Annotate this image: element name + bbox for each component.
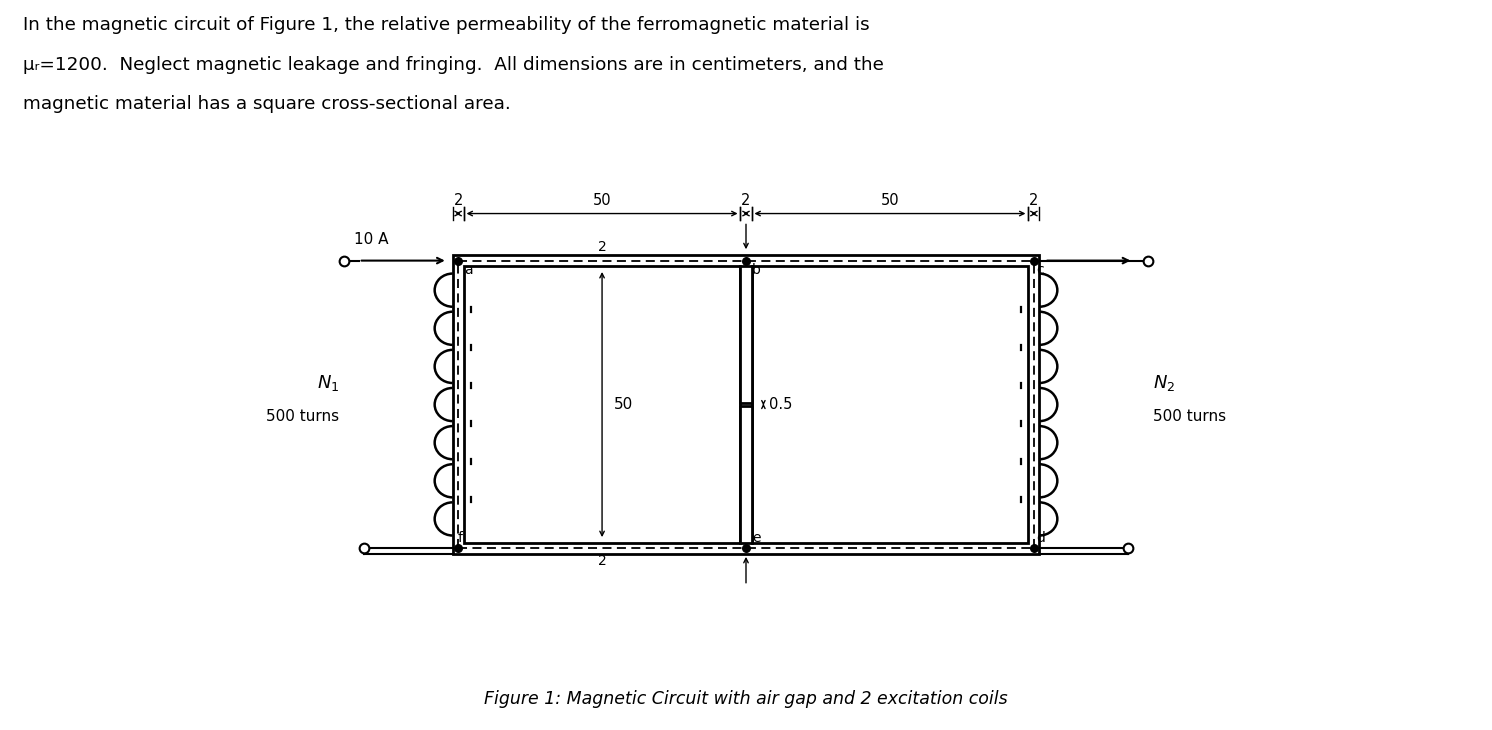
Text: 2: 2 [598, 239, 606, 254]
Text: e: e [752, 531, 761, 545]
Bar [452, 255, 1040, 554]
Text: 2: 2 [454, 193, 463, 207]
Bar [752, 266, 1028, 543]
Point [1022, 255, 1046, 266]
Text: 500 turns: 500 turns [1153, 410, 1226, 424]
Text: 50: 50 [613, 397, 633, 412]
Text: 2: 2 [598, 554, 606, 569]
Point [446, 255, 470, 266]
Text: $N_1$: $N_1$ [316, 373, 339, 393]
Text: magnetic material has a square cross-sectional area.: magnetic material has a square cross-sec… [24, 95, 512, 113]
Bar [740, 406, 752, 543]
Text: 10 A: 10 A [354, 231, 388, 247]
Text: 50: 50 [880, 193, 900, 207]
Point [446, 542, 470, 554]
Text: b: b [752, 263, 761, 277]
Text: 2: 2 [1029, 193, 1038, 207]
Text: 2: 2 [742, 193, 750, 207]
Text: Figure 1: Magnetic Circuit with air gap and 2 excitation coils: Figure 1: Magnetic Circuit with air gap … [485, 690, 1007, 708]
Text: 50: 50 [592, 193, 612, 207]
Text: 500 turns: 500 turns [266, 410, 339, 424]
Text: c: c [1035, 263, 1043, 277]
Point [734, 255, 758, 266]
Text: μᵣ=1200.  Neglect magnetic leakage and fringing.  All dimensions are in centimet: μᵣ=1200. Neglect magnetic leakage and fr… [24, 55, 885, 74]
Text: f: f [457, 531, 463, 545]
Text: d: d [1035, 531, 1044, 545]
Point [734, 542, 758, 554]
Text: In the magnetic circuit of Figure 1, the relative permeability of the ferromagne: In the magnetic circuit of Figure 1, the… [24, 16, 870, 34]
Point [1022, 542, 1046, 554]
Bar [464, 266, 740, 543]
Text: $N_2$: $N_2$ [1153, 373, 1176, 393]
Bar [740, 266, 752, 403]
Text: 0.5: 0.5 [770, 397, 792, 412]
Text: a: a [464, 263, 473, 277]
